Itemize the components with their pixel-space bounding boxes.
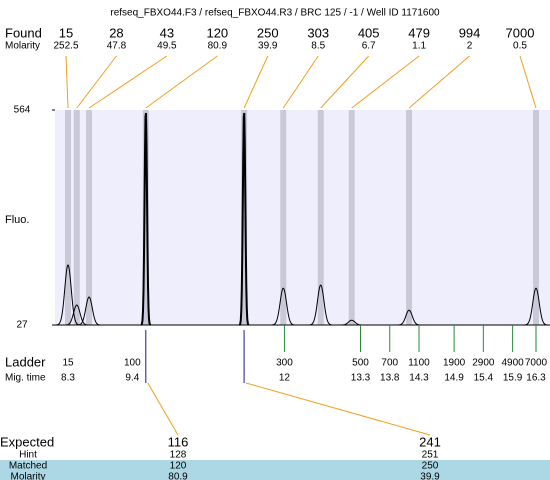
ladder-size: 2900	[472, 358, 495, 369]
exp-molarity-label: Molarity	[10, 472, 45, 480]
peak	[55, 264, 81, 326]
mig-time: 15.9	[503, 373, 523, 384]
found-molarity: 39.9	[258, 41, 278, 52]
mig-time: 12	[279, 373, 291, 384]
mig-time: 15.4	[474, 373, 494, 384]
found-connector	[320, 55, 370, 109]
ladder-size: 15	[62, 358, 74, 369]
found-connector	[408, 55, 470, 109]
mig-time-label: Mig. time	[5, 373, 46, 384]
hint: 251	[422, 450, 439, 461]
found-size: 120	[206, 25, 228, 40]
found-size: 994	[459, 25, 481, 40]
peak-band	[406, 110, 413, 325]
hint: 128	[170, 450, 187, 461]
mig-time: 16.3	[526, 373, 546, 384]
found-molarity: 0.5	[513, 41, 527, 52]
expected-size: 241	[419, 434, 441, 449]
peak-band	[86, 110, 93, 325]
matched: 120	[170, 461, 187, 472]
found-size: 15	[59, 25, 73, 40]
molarity-label: Molarity	[5, 41, 40, 52]
found-connector	[351, 55, 420, 109]
found-molarity: 2	[467, 41, 473, 52]
found-size: 405	[358, 25, 380, 40]
expected-size: 116	[168, 434, 189, 449]
peak-band	[348, 110, 355, 325]
found-connector	[243, 55, 269, 109]
peak-band	[317, 110, 324, 325]
found-molarity: 1.1	[412, 41, 426, 52]
mig-time: 14.3	[409, 373, 429, 384]
y-tick-label: 564	[14, 105, 31, 116]
peak	[396, 309, 422, 326]
found-molarity: 47.8	[107, 41, 127, 52]
found-connector	[519, 55, 537, 109]
found-connector	[145, 55, 218, 109]
matched-band	[0, 460, 550, 480]
found-size: 7000	[506, 25, 535, 40]
ladder-size: 700	[381, 358, 398, 369]
ladder-size: 1100	[408, 358, 430, 369]
peak	[307, 284, 334, 326]
found-size: 250	[257, 25, 279, 40]
found-molarity: 8.5	[311, 41, 325, 52]
peak	[63, 304, 90, 326]
expected-label: Expected	[0, 434, 54, 449]
ladder-size: 500	[352, 358, 369, 369]
ladder-size: 300	[276, 358, 293, 369]
mig-time: 9.4	[125, 373, 139, 384]
y-tick-label: 27	[16, 320, 28, 331]
found-molarity: 49.5	[157, 41, 177, 52]
ladder-size: 7000	[525, 358, 548, 369]
mig-time: 13.3	[351, 373, 371, 384]
peak-band	[533, 110, 539, 325]
expected-connector	[245, 382, 431, 436]
mig-time: 13.8	[380, 373, 400, 384]
title: refseq_FBXO44.F3 / refseq_FBXO44.R3 / BR…	[110, 8, 440, 19]
matched-label: Matched	[9, 461, 47, 472]
peak-band	[73, 110, 80, 325]
peak-band	[65, 110, 71, 325]
found-molarity: 80.9	[208, 41, 228, 52]
found-label: Found	[5, 25, 42, 40]
found-molarity: 6.7	[362, 41, 376, 52]
found-connector	[88, 55, 168, 109]
found-size: 28	[109, 25, 123, 40]
found-connector	[76, 55, 117, 109]
mig-time: 8.3	[61, 373, 75, 384]
found-size: 43	[160, 25, 174, 40]
ladder-size: 1900	[443, 358, 466, 369]
found-molarity: 252.5	[53, 41, 78, 52]
peak-band	[280, 110, 287, 325]
expected-molarity: 39.9	[420, 472, 440, 480]
plot-area	[55, 110, 550, 325]
expected-molarity: 80.9	[168, 472, 188, 480]
peak	[270, 287, 296, 326]
ladder-size: 100	[124, 358, 141, 369]
ladder-size: 4900	[501, 358, 524, 369]
found-connector	[65, 55, 69, 109]
fluo-label: Fluo.	[5, 214, 29, 226]
peak	[523, 287, 549, 326]
peak	[238, 112, 250, 326]
peak	[140, 112, 152, 326]
matched: 250	[422, 461, 439, 472]
found-size: 303	[307, 25, 329, 40]
found-size: 479	[408, 25, 430, 40]
ladder-label: Ladder	[5, 354, 46, 369]
peak	[76, 296, 102, 326]
peak-band	[142, 110, 149, 325]
mig-time: 14.9	[444, 373, 464, 384]
peak	[338, 319, 365, 326]
peak-band	[241, 110, 248, 325]
hint-label: Hint	[19, 450, 37, 461]
found-connector	[282, 55, 319, 109]
expected-connector	[147, 382, 179, 436]
